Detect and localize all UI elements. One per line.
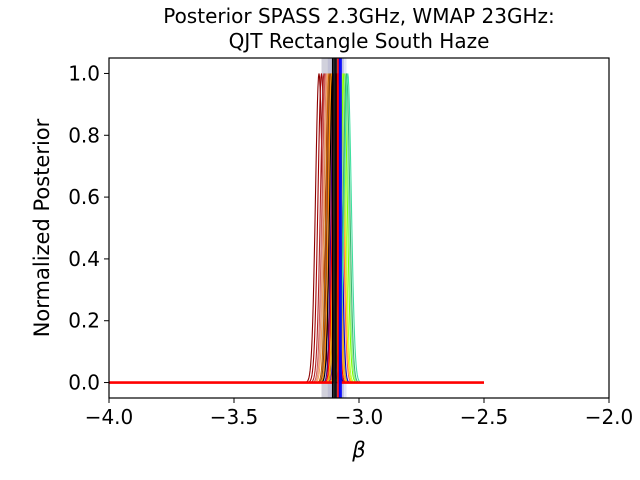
plot-frame — [108, 57, 610, 399]
posterior-curve — [109, 73, 484, 384]
y-tick-label: 0.2 — [68, 309, 100, 333]
reference-lines — [331, 58, 342, 398]
y-tick-label: 0.6 — [68, 185, 100, 209]
posterior-curve — [109, 73, 484, 384]
y-axis-label: Normalized Posterior — [30, 118, 54, 337]
posterior-curve — [109, 73, 484, 384]
posterior-curve — [109, 73, 484, 384]
posterior-curve — [109, 73, 484, 384]
posterior-curve — [109, 73, 484, 384]
posterior-curve — [109, 73, 484, 384]
x-tick-label: −2.0 — [585, 405, 634, 429]
highlight-posterior-curve — [109, 73, 484, 384]
posterior-curve — [109, 73, 484, 384]
y-tick-label: 0.4 — [68, 247, 100, 271]
x-tick-label: −4.0 — [85, 405, 134, 429]
posterior-curve — [109, 73, 484, 384]
chart-title-line-1: Posterior SPASS 2.3GHz, WMAP 23GHz: — [163, 4, 555, 28]
x-axis-ticks: −4.0 −3.5 −3.0 −2.5 −2.0 — [85, 398, 634, 429]
y-tick-label: 0.0 — [68, 371, 100, 395]
x-tick-label: −2.5 — [460, 405, 509, 429]
y-tick-label: 1.0 — [68, 61, 100, 85]
posterior-curve — [109, 73, 484, 384]
y-axis-ticks: 0.0 0.2 0.4 0.6 0.8 1.0 — [68, 61, 109, 395]
posterior-curve — [109, 73, 484, 384]
posterior-curve — [109, 73, 484, 384]
y-tick-label: 0.8 — [68, 123, 100, 147]
x-tick-label: −3.0 — [335, 405, 384, 429]
posterior-curve — [109, 73, 484, 384]
x-tick-label: −3.5 — [210, 405, 259, 429]
posterior-curves — [109, 73, 484, 384]
x-axis-label: β — [351, 438, 365, 462]
posterior-curve — [109, 73, 484, 384]
chart-title-line-2: QJT Rectangle South Haze — [229, 29, 490, 53]
posterior-curve — [109, 73, 484, 384]
posterior-curve — [109, 73, 484, 384]
posterior-curve — [109, 73, 484, 384]
posterior-curve — [109, 73, 484, 384]
posterior-curve — [109, 73, 484, 384]
posterior-curve — [109, 73, 484, 384]
posterior-curve — [109, 73, 484, 384]
posterior-curve — [109, 73, 484, 384]
